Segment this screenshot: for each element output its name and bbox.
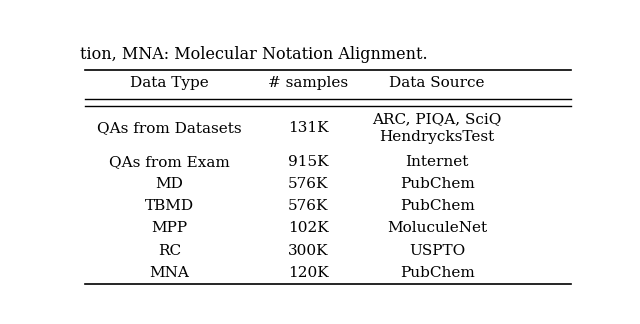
Text: 102K: 102K [288,221,328,235]
Text: 120K: 120K [288,266,328,280]
Text: tion, MNA: Molecular Notation Alignment.: tion, MNA: Molecular Notation Alignment. [80,46,428,64]
Text: MD: MD [156,177,183,191]
Text: QAs from Exam: QAs from Exam [109,155,230,169]
Text: 576K: 576K [288,177,328,191]
Text: # samples: # samples [268,76,348,90]
Text: MPP: MPP [151,221,188,235]
Text: MNA: MNA [149,266,189,280]
Text: 131K: 131K [288,122,328,135]
Text: MoluculeNet: MoluculeNet [387,221,487,235]
Text: Data Source: Data Source [389,76,485,90]
Text: RC: RC [157,244,181,258]
Text: PubChem: PubChem [400,266,474,280]
Text: TBMD: TBMD [145,199,194,213]
Text: 300K: 300K [288,244,328,258]
Text: Internet: Internet [405,155,469,169]
Text: PubChem: PubChem [400,199,474,213]
Text: QAs from Datasets: QAs from Datasets [97,122,241,135]
Text: 915K: 915K [288,155,328,169]
Text: 576K: 576K [288,199,328,213]
Text: Data Type: Data Type [130,76,209,90]
Text: USPTO: USPTO [409,244,465,258]
Text: ARC, PIQA, SciQ
HendrycksTest: ARC, PIQA, SciQ HendrycksTest [372,112,502,145]
Text: PubChem: PubChem [400,177,474,191]
